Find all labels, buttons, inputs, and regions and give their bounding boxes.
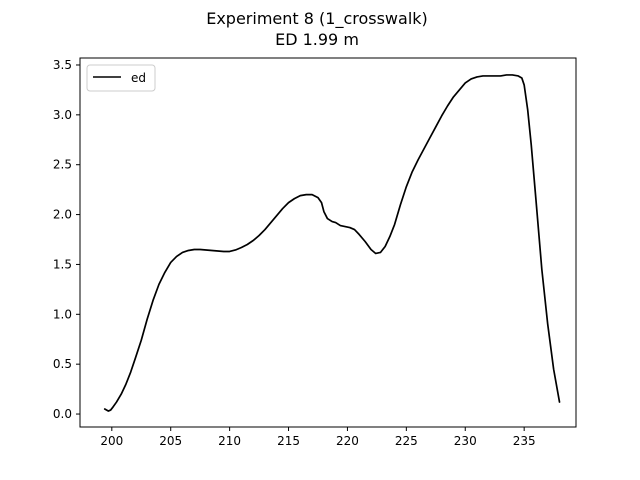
- y-tick-label: 1.5: [53, 257, 72, 271]
- y-tick-label: 2.5: [53, 158, 72, 172]
- x-tick-label: 225: [395, 434, 418, 448]
- chart-subtitle: ED 1.99 m: [275, 30, 359, 49]
- x-tick-label: 230: [454, 434, 477, 448]
- x-tick-label: 205: [159, 434, 182, 448]
- x-tick-label: 210: [218, 434, 241, 448]
- y-tick-label: 1.0: [53, 307, 72, 321]
- chart-title: Experiment 8 (1_crosswalk): [206, 9, 428, 29]
- x-tick-label: 220: [336, 434, 359, 448]
- y-tick-label: 0.5: [53, 357, 72, 371]
- axes-frame: [79, 57, 577, 428]
- legend-box: [86, 64, 156, 92]
- y-tick-label: 0.0: [53, 407, 72, 421]
- legend-label: ed: [131, 71, 146, 85]
- series-line-ed: [103, 74, 561, 412]
- x-tick-label: 215: [277, 434, 300, 448]
- x-tick-label: 200: [100, 434, 123, 448]
- plot-area: [103, 74, 561, 412]
- axis-ticks: 200 205 210 215 220 225 230 235 0.0 0.5 1.0 1.5 2.0 2…: [53, 58, 536, 448]
- legend: ed: [86, 64, 156, 92]
- y-tick-label: 3.0: [53, 108, 72, 122]
- y-tick-label: 3.5: [53, 58, 72, 72]
- y-tick-label: 2.0: [53, 208, 72, 222]
- x-tick-label: 235: [513, 434, 536, 448]
